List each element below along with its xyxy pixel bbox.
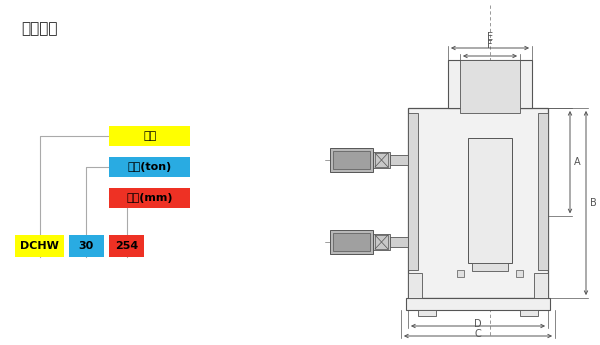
Text: B: B — [590, 198, 597, 208]
Bar — [109, 126, 190, 146]
Bar — [408, 273, 422, 298]
Text: 行程(mm): 行程(mm) — [127, 193, 173, 203]
Bar — [472, 263, 508, 271]
Text: A: A — [574, 157, 581, 167]
Bar — [333, 151, 370, 169]
Text: 载荷(ton): 载荷(ton) — [128, 162, 172, 172]
Text: 30: 30 — [79, 241, 94, 251]
Bar — [373, 152, 390, 168]
Bar — [375, 153, 388, 167]
Bar — [109, 235, 144, 257]
Text: C: C — [475, 329, 481, 339]
Bar — [406, 298, 550, 310]
Bar — [408, 113, 418, 269]
Bar — [373, 234, 390, 250]
Bar — [457, 270, 464, 277]
Bar — [408, 108, 548, 298]
Bar — [418, 310, 436, 316]
Bar — [109, 188, 190, 208]
Text: 254: 254 — [115, 241, 138, 251]
Bar — [375, 235, 388, 249]
Bar — [330, 148, 373, 172]
Bar — [468, 138, 512, 263]
Bar — [69, 235, 104, 257]
Bar — [448, 60, 532, 108]
Text: 型号: 型号 — [143, 131, 157, 141]
Bar — [333, 233, 370, 251]
Bar — [15, 235, 64, 257]
Bar — [109, 157, 190, 177]
Bar — [390, 237, 408, 247]
Text: F: F — [487, 40, 493, 50]
Bar — [520, 310, 538, 316]
Bar — [330, 230, 373, 254]
Bar — [534, 273, 548, 298]
Text: E: E — [487, 32, 493, 42]
Bar — [538, 113, 548, 269]
Bar — [390, 155, 408, 165]
Bar — [460, 60, 520, 113]
Text: 型号说明: 型号说明 — [21, 21, 58, 36]
Text: D: D — [474, 319, 482, 329]
Text: DCHW: DCHW — [20, 241, 59, 251]
Bar — [516, 270, 523, 277]
